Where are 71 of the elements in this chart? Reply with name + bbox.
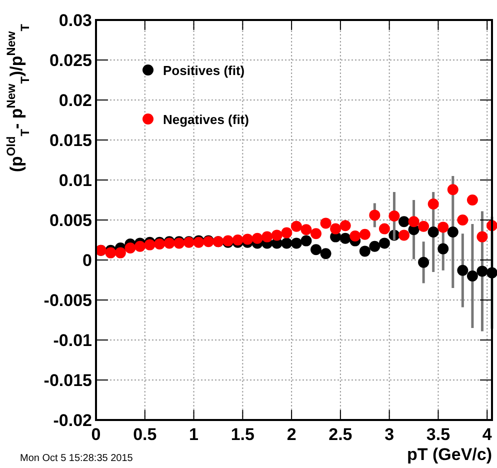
y-tick-label: 0 bbox=[82, 251, 92, 270]
text: Mon Oct 5 15:28:35 2015 bbox=[20, 453, 134, 464]
point bbox=[428, 226, 439, 238]
y-tick-label: -0.01 bbox=[53, 331, 92, 350]
point bbox=[359, 228, 370, 240]
point bbox=[262, 231, 273, 242]
point bbox=[124, 242, 136, 254]
point bbox=[438, 243, 449, 254]
legend-label: Negatives (fit) bbox=[163, 112, 249, 127]
point bbox=[466, 270, 478, 282]
point bbox=[300, 224, 312, 236]
point bbox=[134, 240, 146, 252]
x-tick-label: 2 bbox=[286, 425, 296, 444]
x-tick-label: 0.5 bbox=[133, 425, 157, 444]
point bbox=[310, 228, 322, 240]
point bbox=[466, 194, 478, 206]
point bbox=[428, 198, 439, 210]
legend-label: Positives (fit) bbox=[163, 63, 245, 78]
point bbox=[281, 238, 292, 249]
point bbox=[447, 184, 458, 196]
x-tick-label: 3.5 bbox=[426, 425, 450, 444]
point bbox=[438, 222, 449, 233]
x-tick-label: 4 bbox=[482, 425, 492, 444]
point bbox=[330, 223, 342, 234]
y-tick-label: 0.015 bbox=[49, 131, 92, 150]
y-tick-label: -0.015 bbox=[44, 371, 92, 390]
point bbox=[369, 240, 380, 252]
point bbox=[408, 216, 420, 228]
point bbox=[398, 216, 410, 228]
point bbox=[242, 234, 254, 245]
y-tick-label: 0.025 bbox=[49, 51, 92, 70]
point bbox=[418, 220, 430, 232]
point bbox=[340, 220, 351, 232]
x-tick-label: 1 bbox=[189, 425, 199, 444]
point bbox=[114, 247, 126, 258]
x-axis-title: pT (GeV/c) bbox=[406, 445, 492, 464]
point bbox=[340, 232, 351, 244]
point bbox=[300, 235, 312, 246]
point bbox=[232, 234, 244, 246]
point bbox=[378, 223, 390, 234]
point bbox=[350, 230, 361, 242]
point bbox=[447, 226, 458, 238]
x-tick-label: 1.5 bbox=[230, 425, 254, 444]
point bbox=[271, 230, 282, 241]
x-tick-label: 3 bbox=[384, 425, 394, 444]
y-tick-label: -0.005 bbox=[44, 291, 92, 310]
point bbox=[252, 232, 263, 244]
point bbox=[388, 210, 400, 222]
point bbox=[378, 238, 390, 249]
point bbox=[359, 246, 370, 257]
point bbox=[418, 256, 430, 268]
y-tick-label: 0.03 bbox=[58, 11, 92, 30]
point bbox=[457, 214, 468, 226]
point bbox=[144, 239, 156, 250]
y-tick-label: -0.02 bbox=[53, 411, 92, 430]
point bbox=[476, 266, 488, 277]
y-tick-label: 0.02 bbox=[58, 91, 92, 110]
y-tick-label: 0.005 bbox=[49, 211, 92, 230]
point bbox=[476, 231, 488, 242]
point bbox=[310, 244, 322, 256]
x-tick-label: 2.5 bbox=[328, 425, 352, 444]
point bbox=[398, 230, 410, 241]
point bbox=[281, 227, 292, 238]
point bbox=[105, 247, 116, 258]
point bbox=[290, 220, 302, 232]
y-tick-label: 0.01 bbox=[58, 171, 92, 190]
point bbox=[320, 218, 332, 229]
point bbox=[290, 238, 302, 249]
point bbox=[369, 210, 380, 221]
point bbox=[457, 264, 468, 276]
point bbox=[320, 248, 332, 260]
